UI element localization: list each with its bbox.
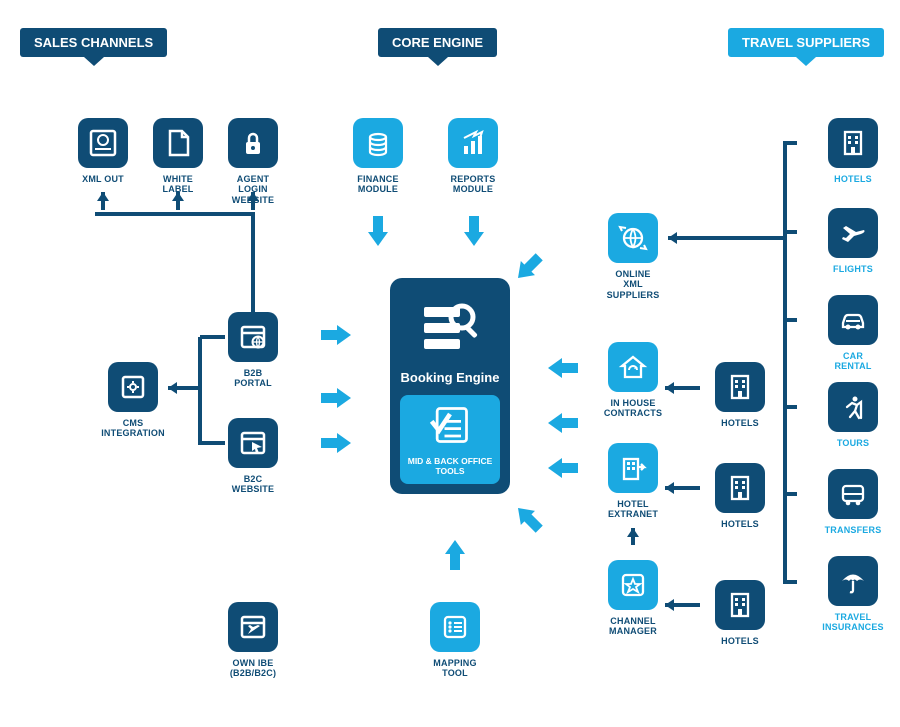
header-label: TRAVEL SUPPLIERS: [742, 35, 870, 50]
header-label: SALES CHANNELS: [34, 35, 153, 50]
plane-icon: [828, 208, 878, 258]
node-label: AGENT LOGIN WEBSITE: [225, 174, 281, 205]
node-label: FINANCE MODULE: [350, 174, 406, 195]
bars-up-icon: [448, 118, 498, 168]
node-label: TRANSFERS: [825, 525, 882, 535]
node-label: HOTEL EXTRANET: [608, 499, 658, 520]
node-channel-mgr: CHANNEL MANAGER: [605, 560, 661, 637]
node-hotels1: HOTELS: [712, 362, 768, 428]
node-label: HOTELS: [721, 418, 759, 428]
node-label: ONLINE XML SUPPLIERS: [605, 269, 661, 300]
node-cms: CMS INTEGRATION: [105, 362, 161, 439]
node-reports: REPORTS MODULE: [445, 118, 501, 195]
node-label: HOTELS: [721, 519, 759, 529]
window-globe-icon: [228, 312, 278, 362]
node-label: HOTELS: [834, 174, 872, 184]
node-label: XML OUT: [82, 174, 124, 184]
node-label: HOTELS: [721, 636, 759, 646]
coins-icon: [353, 118, 403, 168]
building-icon: [828, 118, 878, 168]
building-icon: [715, 362, 765, 412]
lock-icon: [228, 118, 278, 168]
node-white-label: WHITE LABEL: [150, 118, 206, 195]
node-label: FLIGHTS: [833, 264, 873, 274]
node-label: TRAVEL INSURANCES: [822, 612, 884, 633]
back-office-box: MID & BACK OFFICE TOOLS: [400, 395, 500, 484]
checklist-icon: [428, 403, 472, 447]
node-xml-out: XML OUT: [75, 118, 131, 184]
node-sup-car: CAR RENTAL: [825, 295, 881, 372]
node-agent-login: AGENT LOGIN WEBSITE: [225, 118, 281, 205]
plane-window-icon: [228, 602, 278, 652]
node-label: B2C WEBSITE: [225, 474, 281, 495]
bus-icon: [828, 469, 878, 519]
square-star-icon: [608, 560, 658, 610]
node-label: CAR RENTAL: [825, 351, 881, 372]
node-label: IN HOUSE CONTRACTS: [604, 398, 662, 419]
node-sup-flights: FLIGHTS: [825, 208, 881, 274]
node-label: CHANNEL MANAGER: [609, 616, 657, 637]
node-sup-transfers: TRANSFERS: [825, 469, 881, 535]
node-label: REPORTS MODULE: [445, 174, 501, 195]
window-cursor-icon: [228, 418, 278, 468]
list-box-icon: [430, 602, 480, 652]
node-sup-hotels: HOTELS: [825, 118, 881, 184]
node-b2c-website: B2C WEBSITE: [225, 418, 281, 495]
blank-doc-icon: [153, 118, 203, 168]
node-finance: FINANCE MODULE: [350, 118, 406, 195]
node-label: WHITE LABEL: [150, 174, 206, 195]
node-label: MAPPING TOOL: [427, 658, 483, 679]
gear-icon: [108, 362, 158, 412]
building-icon: [715, 463, 765, 513]
header-travel-suppliers: TRAVEL SUPPLIERS: [728, 28, 884, 57]
booking-engine-title: Booking Engine: [400, 370, 500, 385]
node-hotels2: HOTELS: [712, 463, 768, 529]
node-mapping: MAPPING TOOL: [427, 602, 483, 679]
node-hotel-extranet: HOTEL EXTRANET: [605, 443, 661, 520]
node-label: OWN IBE (B2B/B2C): [230, 658, 276, 679]
header-sales-channels: SALES CHANNELS: [20, 28, 167, 57]
node-online-xml: ONLINE XML SUPPLIERS: [605, 213, 661, 300]
hotel-door-icon: [608, 443, 658, 493]
node-label: TOURS: [837, 438, 869, 448]
node-b2b-portal: B2B PORTAL: [225, 312, 281, 389]
node-own-ibe: OWN IBE (B2B/B2C): [225, 602, 281, 679]
node-sup-insurance: TRAVEL INSURANCES: [825, 556, 881, 633]
car-icon: [828, 295, 878, 345]
node-label: CMS INTEGRATION: [101, 418, 165, 439]
header-core-engine: CORE ENGINE: [378, 28, 497, 57]
hiker-icon: [828, 382, 878, 432]
house-cycle-icon: [608, 342, 658, 392]
globe-arrows-icon: [608, 213, 658, 263]
booking-engine-block: Booking Engine MID & BACK OFFICE TOOLS: [390, 278, 510, 494]
globe-doc-icon: [78, 118, 128, 168]
node-hotels3: HOTELS: [712, 580, 768, 646]
node-sup-tours: TOURS: [825, 382, 881, 448]
node-in-house: IN HOUSE CONTRACTS: [605, 342, 661, 419]
back-office-label: MID & BACK OFFICE TOOLS: [406, 456, 494, 476]
server-search-icon: [400, 294, 500, 364]
building-icon: [715, 580, 765, 630]
header-label: CORE ENGINE: [392, 35, 483, 50]
umbrella-icon: [828, 556, 878, 606]
node-label: B2B PORTAL: [225, 368, 281, 389]
